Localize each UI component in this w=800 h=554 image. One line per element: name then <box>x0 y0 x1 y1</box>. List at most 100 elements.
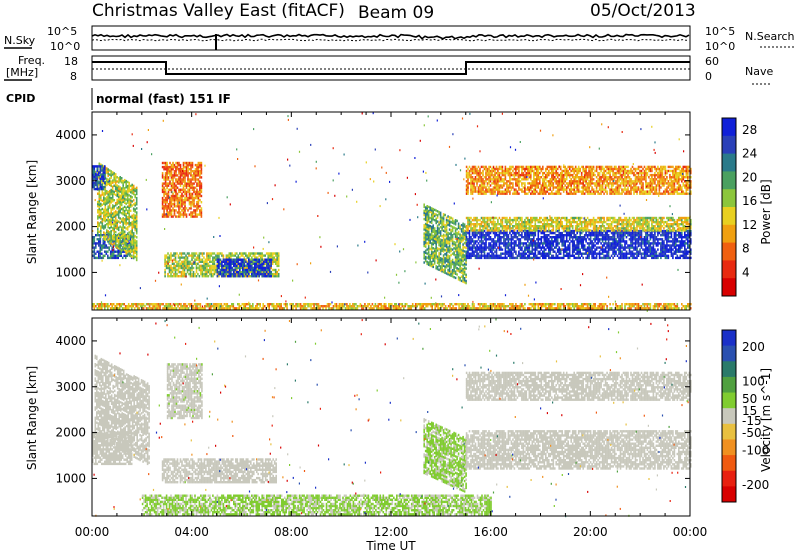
heatmap-cell <box>579 250 581 253</box>
heatmap-cell <box>504 250 507 253</box>
heatmap-cell <box>648 244 650 247</box>
heatmap-cell <box>451 273 454 276</box>
heatmap-cell <box>197 256 199 259</box>
heatmap-cell <box>521 218 523 222</box>
heatmap-cell <box>123 220 126 223</box>
heatmap-cell <box>468 252 471 255</box>
heatmap-cell <box>163 213 165 216</box>
heatmap-cell <box>119 206 121 210</box>
heatmap-cell <box>652 240 655 243</box>
heatmap-cell <box>604 250 607 253</box>
heatmap-cell <box>196 201 198 204</box>
heatmap-cell <box>104 224 107 227</box>
heatmap-cell <box>612 240 614 243</box>
heatmap-cell <box>188 266 190 270</box>
heatmap-cell <box>474 256 477 260</box>
heatmap-cell <box>506 225 508 228</box>
heatmap-cell <box>119 231 121 235</box>
heatmap-cell <box>565 254 568 257</box>
heatmap-cell <box>442 264 445 267</box>
heatmap-cell <box>125 250 127 253</box>
heatmap-cell <box>463 223 466 226</box>
heatmap-cell <box>456 248 458 251</box>
heatmap-cell <box>167 215 170 218</box>
heatmap-cell <box>116 223 118 226</box>
heatmap-cell <box>687 246 689 249</box>
heatmap-cell <box>439 252 442 256</box>
heatmap-cell <box>185 254 187 257</box>
heatmap-cell <box>534 227 537 230</box>
heatmap-cell <box>177 266 180 270</box>
heatmap-cell <box>273 275 275 278</box>
heatmap-cell <box>184 213 186 216</box>
heatmap-cell <box>230 258 232 261</box>
heatmap-cell <box>426 260 428 264</box>
freq-panel-frame <box>91 55 691 81</box>
heatmap-cell <box>607 238 610 241</box>
heatmap-cell <box>197 258 199 261</box>
heatmap-cell <box>106 167 108 170</box>
heatmap-cell <box>534 223 537 226</box>
heatmap-cell <box>230 252 232 255</box>
heatmap-cell <box>574 234 577 237</box>
heatmap-cell <box>93 181 96 185</box>
heatmap-cell <box>219 252 222 255</box>
heatmap-cell <box>128 223 130 226</box>
heatmap-cell <box>104 175 106 178</box>
heatmap-cell <box>688 256 691 260</box>
heatmap-cell <box>666 240 668 243</box>
heatmap-cell <box>194 252 196 255</box>
heatmap-cell <box>191 188 194 191</box>
heatmap-cell <box>489 244 492 247</box>
heatmap-cell <box>595 246 598 249</box>
heatmap-cell <box>527 244 529 247</box>
heatmap-cell <box>262 268 265 272</box>
heatmap-cell <box>426 256 428 259</box>
heatmap-cell <box>500 252 502 255</box>
heatmap-cell <box>462 237 464 240</box>
heatmap-cell <box>273 258 275 261</box>
heatmap-cell <box>459 227 461 230</box>
heatmap-cell <box>221 262 223 265</box>
heatmap-cell <box>117 185 120 188</box>
heatmap-cell <box>176 192 179 196</box>
heatmap-cell <box>170 205 173 208</box>
heatmap-cell <box>200 270 202 274</box>
heatmap-cell <box>108 181 111 184</box>
heatmap-cell <box>524 223 526 226</box>
heatmap-cell <box>134 202 136 205</box>
heatmap-cell <box>462 239 464 242</box>
heatmap-cell <box>467 216 469 220</box>
heatmap-cell <box>126 189 129 192</box>
heatmap-cell <box>447 271 449 274</box>
heatmap-cell <box>664 252 667 255</box>
heatmap-cell <box>184 165 186 169</box>
heatmap-cell <box>534 252 537 255</box>
heatmap-cell <box>447 248 449 251</box>
heatmap-cell <box>603 236 605 239</box>
heatmap-cell <box>170 168 173 171</box>
heatmap-cell <box>104 246 106 249</box>
heatmap-cell <box>495 254 498 257</box>
heatmap-cell <box>193 201 195 204</box>
heatmap-cell <box>110 209 112 212</box>
heatmap-cell <box>465 236 468 239</box>
heatmap-cell <box>640 236 643 239</box>
heatmap-cell <box>444 261 446 264</box>
heatmap-cell <box>432 236 434 240</box>
heatmap-cell <box>542 254 544 257</box>
heatmap-cell <box>427 253 430 256</box>
heatmap-cell <box>183 258 186 261</box>
heatmap-cell <box>131 243 133 246</box>
heatmap-cell <box>548 246 550 249</box>
heatmap-cell <box>456 234 458 237</box>
heatmap-cell <box>595 242 598 245</box>
heatmap-cell <box>610 244 613 247</box>
heatmap-cell <box>488 244 490 247</box>
heatmap-cell <box>657 231 659 235</box>
heatmap-cell <box>251 262 253 265</box>
heatmap-cell <box>117 177 120 180</box>
heatmap-cell <box>442 254 445 257</box>
heatmap-cell <box>169 182 171 185</box>
heatmap-cell <box>598 240 601 243</box>
